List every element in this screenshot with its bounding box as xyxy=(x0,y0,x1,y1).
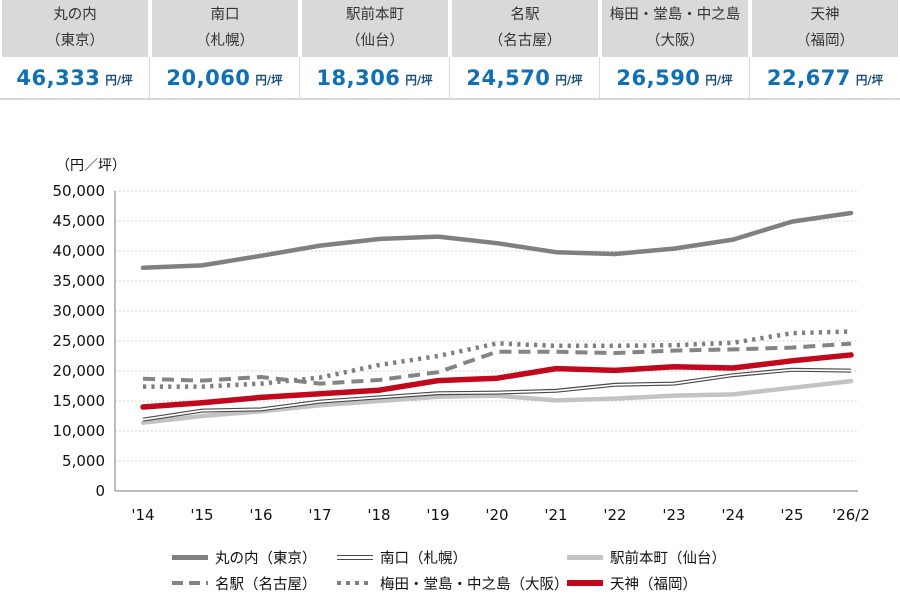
series-line-umeda-osaka xyxy=(143,329,852,389)
x-tick-label: '21 xyxy=(544,506,567,524)
x-tick-label: '15 xyxy=(190,506,213,524)
district-title: 駅前本町 xyxy=(346,7,404,24)
y-tick-label: 20,000 xyxy=(53,362,106,380)
legend-item-meieki-nagoya: 名駅（名古屋） xyxy=(172,572,337,594)
x-tick-label: '14 xyxy=(131,506,154,524)
y-tick-label: 45,000 xyxy=(53,212,106,230)
legend-item-marunouchi-tokyo: 丸の内（東京） xyxy=(172,546,337,568)
district-title: 天神 xyxy=(810,7,840,24)
legend-swatch-solid-thick-icon xyxy=(567,580,603,586)
summary-table: 丸の内 （東京） 46,333 円/坪 南口 （札幌） 20,060 円/坪 駅前本町 （仙台） 1… xyxy=(0,0,900,100)
summary-column-umeda-osaka: 梅田・堂島・中之島 （大阪） 26,590 円/坪 xyxy=(600,0,750,98)
legend-item-tenjin-fukuoka: 天神（福岡） xyxy=(567,572,797,594)
y-tick-label: 50,000 xyxy=(53,182,106,200)
district-rent: 22,677 円/坪 xyxy=(750,57,900,98)
legend-label: 丸の内（東京） xyxy=(215,550,317,567)
x-tick-label: '20 xyxy=(485,506,508,524)
district-name: 梅田・堂島・中之島 （大阪） xyxy=(602,0,748,57)
legend-item-minamiguchi-sapporo: 南口（札幌） xyxy=(337,546,567,568)
y-tick-label: 25,000 xyxy=(53,332,106,350)
district-city: （福岡） xyxy=(796,32,854,49)
legend-swatch-solid-thick-icon xyxy=(172,554,208,560)
legend-item-umeda-osaka: 梅田・堂島・中之島（大阪） xyxy=(337,572,569,594)
summary-column-ekimae-sendai: 駅前本町 （仙台） 18,306 円/坪 xyxy=(300,0,450,98)
x-tick-label: '24 xyxy=(721,506,744,524)
series-line-core-minamiguchi-sapporo xyxy=(142,368,852,421)
district-city: （仙台） xyxy=(346,32,404,49)
y-tick-label: 35,000 xyxy=(53,272,106,290)
x-tick-label: '16 xyxy=(249,506,272,524)
district-title: 丸の内 xyxy=(53,7,97,24)
legend-item-ekimae-sendai: 駅前本町（仙台） xyxy=(567,546,797,568)
district-name: 天神 （福岡） xyxy=(752,0,898,57)
y-tick-label: 10,000 xyxy=(53,422,106,440)
district-rent: 26,590 円/坪 xyxy=(600,57,750,98)
series-line-ekimae-sendai xyxy=(140,378,854,425)
rent-unit: 円/坪 xyxy=(855,72,884,87)
chart-legend: 丸の内（東京） 南口（札幌） 駅前本町（仙台） 名駅（名古屋） 梅田・堂島・中之島（大阪… xyxy=(172,546,797,594)
x-tick-label: '23 xyxy=(662,506,685,524)
x-tick-label: '25 xyxy=(780,506,803,524)
x-tick-label: '17 xyxy=(308,506,331,524)
rent-trend-chart: 0 5,000 10,000 15,000 20,000 25,000 30,000 35,0… xyxy=(53,182,870,524)
district-city: （大阪） xyxy=(646,32,704,49)
district-rent: 46,333 円/坪 xyxy=(0,57,150,98)
rent-number: 20,060 xyxy=(166,65,251,90)
district-title: 名駅 xyxy=(510,7,540,24)
x-tick-label: '18 xyxy=(367,506,390,524)
rent-number: 24,570 xyxy=(466,65,551,90)
legend-label: 南口（札幌） xyxy=(380,550,467,567)
series-line-meieki-nagoya xyxy=(142,341,852,386)
district-city: （札幌） xyxy=(196,32,254,49)
rent-unit: 円/坪 xyxy=(555,72,583,87)
series-line-marunouchi-tokyo xyxy=(140,210,854,271)
summary-column-minamiguchi-sapporo: 南口 （札幌） 20,060 円/坪 xyxy=(150,0,300,98)
rent-unit: 円/坪 xyxy=(405,72,433,87)
rent-unit: 円/坪 xyxy=(705,72,733,87)
summary-column-tenjin-fukuoka: 天神 （福岡） 22,677 円/坪 xyxy=(750,0,900,98)
series-line-tenjin-fukuoka xyxy=(140,352,854,410)
y-tick-label: 40,000 xyxy=(53,242,106,260)
y-tick-label: 15,000 xyxy=(53,392,106,410)
x-tick-label: '22 xyxy=(603,506,626,524)
legend-label: 駅前本町（仙台） xyxy=(610,550,726,567)
y-tick-label: 0 xyxy=(95,482,105,500)
rent-unit: 円/坪 xyxy=(105,72,133,87)
rent-number: 22,677 xyxy=(766,65,851,90)
district-rent: 20,060 円/坪 xyxy=(150,57,300,98)
summary-column-meieki-nagoya: 名駅 （名古屋） 24,570 円/坪 xyxy=(450,0,600,98)
rent-number: 18,306 xyxy=(316,65,401,90)
y-axis-unit-label: （円／坪） xyxy=(56,158,126,174)
legend-label: 梅田・堂島・中之島（大阪） xyxy=(380,576,569,593)
x-tick-label: '26/2 xyxy=(832,506,870,524)
district-name: 駅前本町 （仙台） xyxy=(302,0,448,57)
legend-label: 名駅（名古屋） xyxy=(215,576,317,593)
district-name: 名駅 （名古屋） xyxy=(452,0,598,57)
x-tick-label: '19 xyxy=(426,506,449,524)
district-title: 南口 xyxy=(210,7,240,24)
district-rent: 24,570 円/坪 xyxy=(450,57,600,98)
district-city: （東京） xyxy=(46,32,104,49)
legend-swatch-dotted-icon xyxy=(337,580,373,586)
district-city: （名古屋） xyxy=(488,32,562,49)
district-name: 丸の内 （東京） xyxy=(2,0,148,57)
rent-number: 46,333 xyxy=(16,65,101,90)
summary-column-marunouchi-tokyo: 丸の内 （東京） 46,333 円/坪 xyxy=(0,0,150,98)
y-tick-label: 30,000 xyxy=(53,302,106,320)
legend-swatch-dashed-icon xyxy=(172,581,208,585)
legend-swatch-double-icon xyxy=(337,554,373,560)
y-tick-label: 5,000 xyxy=(62,452,105,470)
legend-swatch-solid-thick-icon xyxy=(567,554,603,560)
district-title: 梅田・堂島・中之島 xyxy=(609,7,741,24)
district-name: 南口 （札幌） xyxy=(152,0,298,57)
legend-label: 天神（福岡） xyxy=(610,576,697,593)
rent-number: 26,590 xyxy=(616,65,701,90)
district-rent: 18,306 円/坪 xyxy=(300,57,450,98)
rent-unit: 円/坪 xyxy=(255,72,283,87)
